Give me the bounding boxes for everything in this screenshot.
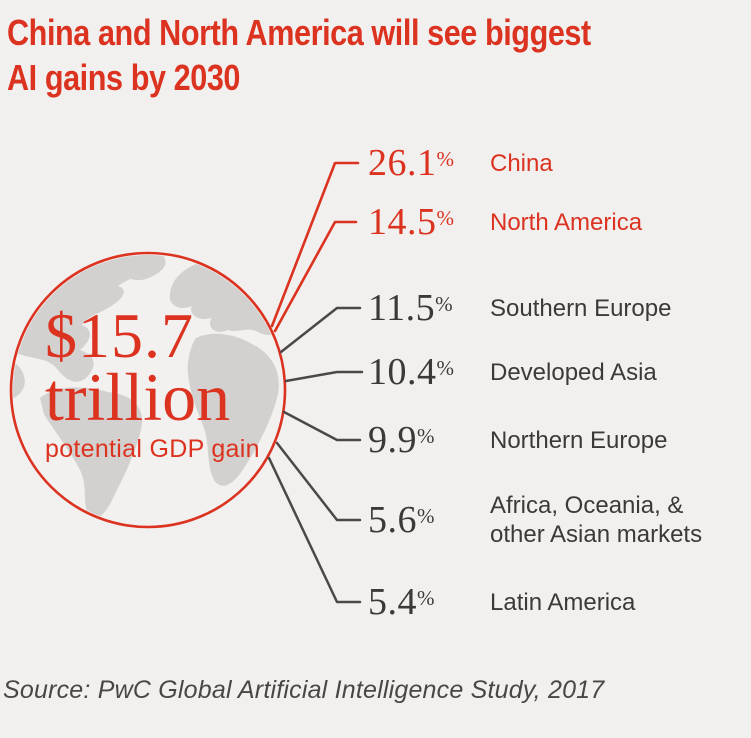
callout-row-northern-europe: 9.9% Northern Europe — [368, 418, 667, 462]
title-line-2: AI gains by 2030 — [7, 57, 241, 98]
title-line-1: China and North America will see biggest — [7, 12, 591, 53]
connector-southern-europe — [279, 306, 362, 354]
connector-northern-europe — [282, 410, 362, 442]
source-citation: Source: PwC Global Artificial Intelligen… — [3, 676, 605, 704]
globe-center-text: $15.7 trillion potential GDP gain — [45, 300, 260, 464]
label-africa-oceania-line1: Africa, Oceania, & — [490, 492, 684, 519]
callout-row-developed-asia: 10.4% Developed Asia — [368, 350, 657, 394]
gdp-unit: trillion — [45, 359, 231, 435]
callout-row-africa-oceania: 5.6% Africa, Oceania, & other Asian mark… — [368, 491, 702, 549]
callout-row-latin-america: 5.4% Latin America — [368, 580, 635, 624]
callout-row-southern-europe: 11.5% Southern Europe — [368, 286, 671, 330]
value-africa-oceania: 5.6% — [368, 499, 435, 541]
connector-china — [270, 161, 360, 328]
value-north-america: 14.5% — [368, 201, 455, 243]
percent-sign: % — [436, 206, 455, 230]
value-china: 26.1% — [368, 142, 455, 184]
connector-lines — [267, 161, 364, 604]
gdp-amount: $15.7 — [45, 300, 194, 371]
label-northern-europe: Northern Europe — [490, 426, 668, 454]
connector-latin-america — [267, 456, 362, 604]
label-africa-oceania-line2: other Asian markets — [490, 521, 703, 548]
value-southern-europe: 11.5% — [368, 287, 453, 329]
percent-sign: % — [417, 504, 435, 528]
label-southern-europe: Southern Europe — [490, 294, 672, 322]
value-developed-asia: 10.4% — [368, 351, 455, 393]
percent-sign: % — [436, 356, 455, 380]
label-north-america: North America — [490, 208, 643, 236]
page-title: China and North America will see biggest… — [7, 10, 591, 100]
value-latin-america: 5.4% — [368, 581, 435, 623]
label-china: China — [490, 149, 553, 177]
callout-row-china: 26.1% China — [368, 141, 553, 185]
value-northern-europe: 9.9% — [368, 419, 435, 461]
callout-row-north-america: 14.5% North America — [368, 200, 642, 244]
connector-developed-asia — [284, 370, 364, 383]
connector-africa-oceania — [275, 441, 362, 522]
label-developed-asia: Developed Asia — [490, 358, 657, 386]
connector-north-america — [273, 220, 358, 333]
percent-sign: % — [435, 292, 453, 316]
percent-sign: % — [417, 424, 435, 448]
gdp-caption: potential GDP gain — [45, 435, 260, 463]
label-latin-america: Latin America — [490, 588, 636, 616]
percent-sign: % — [436, 147, 455, 171]
label-africa-oceania: Africa, Oceania, & other Asian markets — [490, 491, 702, 549]
continents-shape — [13, 255, 283, 518]
percent-sign: % — [417, 586, 435, 610]
